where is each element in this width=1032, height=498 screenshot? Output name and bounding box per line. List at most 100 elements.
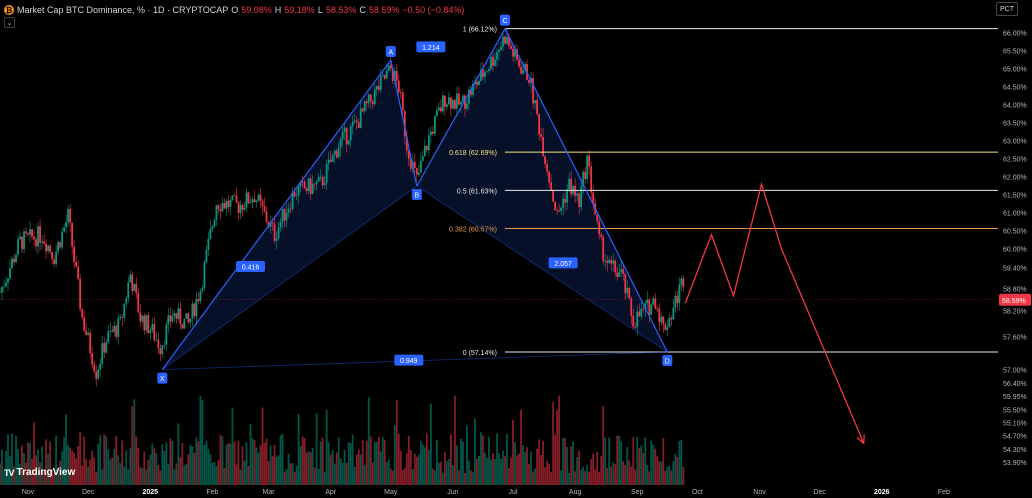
volume-bar bbox=[327, 442, 330, 485]
symbol-header[interactable]: ₿ Market Cap BTC Dominance, % · 1D · CRY… bbox=[4, 3, 464, 17]
candle-body bbox=[514, 48, 516, 57]
candle-body bbox=[247, 192, 250, 204]
candle-body bbox=[73, 246, 76, 262]
volume-bar bbox=[135, 436, 138, 485]
candle-body bbox=[610, 259, 613, 264]
candle-body bbox=[518, 59, 520, 67]
volume-bar bbox=[616, 435, 619, 485]
volume-bar bbox=[213, 461, 216, 485]
candle-body bbox=[425, 145, 428, 151]
candle-body bbox=[29, 229, 31, 235]
volume-bar bbox=[401, 469, 404, 485]
volume-bar bbox=[163, 451, 166, 485]
volume-bar bbox=[205, 440, 208, 485]
candle-body bbox=[409, 159, 412, 169]
y-tick-label: 55.95% bbox=[1003, 394, 1027, 401]
volume-bar bbox=[365, 440, 368, 485]
volume-bar bbox=[568, 472, 571, 485]
volume-bar bbox=[638, 448, 641, 485]
candle-body bbox=[129, 274, 132, 283]
candle-body bbox=[211, 226, 214, 229]
candle-body bbox=[377, 86, 380, 90]
volume-bar bbox=[73, 452, 76, 485]
candle-body bbox=[656, 308, 659, 310]
volume-bar bbox=[608, 437, 611, 485]
candle-body bbox=[149, 329, 152, 334]
volume-bar bbox=[476, 459, 478, 485]
y-tick-label: 58.80% bbox=[1003, 287, 1027, 294]
symbol-title[interactable]: Market Cap BTC Dominance, % · 1D · CRYPT… bbox=[17, 5, 229, 15]
pattern-point-badge[interactable] bbox=[411, 189, 422, 200]
volume-bar bbox=[83, 436, 86, 485]
candle-body bbox=[445, 104, 448, 107]
volume-bar bbox=[35, 455, 37, 485]
candle-body bbox=[295, 195, 298, 197]
candle-body bbox=[265, 211, 268, 222]
candle-body bbox=[285, 212, 288, 221]
pattern-point-badge[interactable] bbox=[500, 14, 511, 26]
ratio-badge bbox=[416, 41, 446, 53]
volume-bar bbox=[39, 462, 41, 485]
volume-bar bbox=[133, 399, 136, 485]
volume-bar bbox=[21, 445, 23, 485]
pattern-point-badge[interactable] bbox=[157, 372, 168, 384]
candle-body bbox=[137, 293, 140, 313]
tradingview-logo[interactable]: TV TradingView bbox=[4, 467, 75, 478]
volume-bar bbox=[191, 446, 194, 485]
last-price-tag bbox=[999, 293, 1031, 306]
pattern-point-label: X bbox=[160, 376, 165, 383]
candle-body bbox=[522, 69, 524, 74]
pattern-point-badge[interactable] bbox=[385, 46, 396, 57]
volume-bar bbox=[656, 455, 659, 485]
volume-bar bbox=[570, 446, 573, 485]
candle-body bbox=[313, 183, 316, 185]
candle-body bbox=[492, 56, 494, 66]
candle-body bbox=[331, 154, 334, 163]
volume-bar bbox=[297, 413, 300, 485]
volume-bar bbox=[57, 469, 60, 485]
volume-bar bbox=[281, 434, 284, 485]
candle-body bbox=[580, 186, 583, 208]
volume-bar bbox=[674, 453, 677, 485]
candle-body bbox=[464, 95, 466, 109]
volume-bar bbox=[67, 444, 70, 485]
candle-body bbox=[309, 178, 312, 194]
volume-bar bbox=[492, 452, 494, 485]
volume-bar bbox=[79, 432, 82, 485]
volume-bar bbox=[389, 468, 392, 485]
volume-bar bbox=[566, 446, 569, 485]
candle-body bbox=[133, 284, 136, 291]
volume-bar bbox=[614, 464, 617, 485]
volume-bar bbox=[385, 462, 388, 485]
candle-body bbox=[185, 313, 188, 319]
candle-body bbox=[570, 178, 573, 195]
candle-body bbox=[0, 292, 1, 293]
y-tick-label: 57.00% bbox=[1003, 368, 1027, 375]
candle-body bbox=[175, 313, 178, 319]
candle-body bbox=[325, 163, 328, 183]
candle-body bbox=[23, 231, 25, 250]
volume-bar bbox=[89, 459, 92, 485]
volume-bar bbox=[253, 439, 256, 485]
y-tick-label: 54.70% bbox=[1003, 434, 1027, 441]
chevron-down-icon[interactable]: ⌄ bbox=[4, 17, 15, 28]
volume-bar bbox=[137, 447, 140, 485]
volume-bar bbox=[307, 451, 310, 485]
candle-body bbox=[329, 159, 332, 163]
candle-body bbox=[468, 89, 470, 104]
candle-body bbox=[658, 308, 661, 323]
candle-body bbox=[423, 145, 426, 157]
pattern-point-badge[interactable] bbox=[662, 354, 673, 366]
candle-body bbox=[508, 36, 510, 46]
projection-path bbox=[684, 181, 865, 445]
volume-bar bbox=[1, 449, 3, 485]
candle-body bbox=[35, 239, 37, 247]
volume-bar bbox=[217, 459, 220, 485]
xabcd-pattern[interactable]: X A B C D 1.214 0.416 2.057 0.949 bbox=[157, 14, 673, 384]
x-tick-label: 2025 bbox=[143, 489, 159, 496]
volume-bar bbox=[387, 459, 390, 485]
volume-bar bbox=[195, 437, 198, 485]
candle-body bbox=[498, 50, 500, 53]
pct-scale-button[interactable]: PCT bbox=[996, 2, 1018, 16]
